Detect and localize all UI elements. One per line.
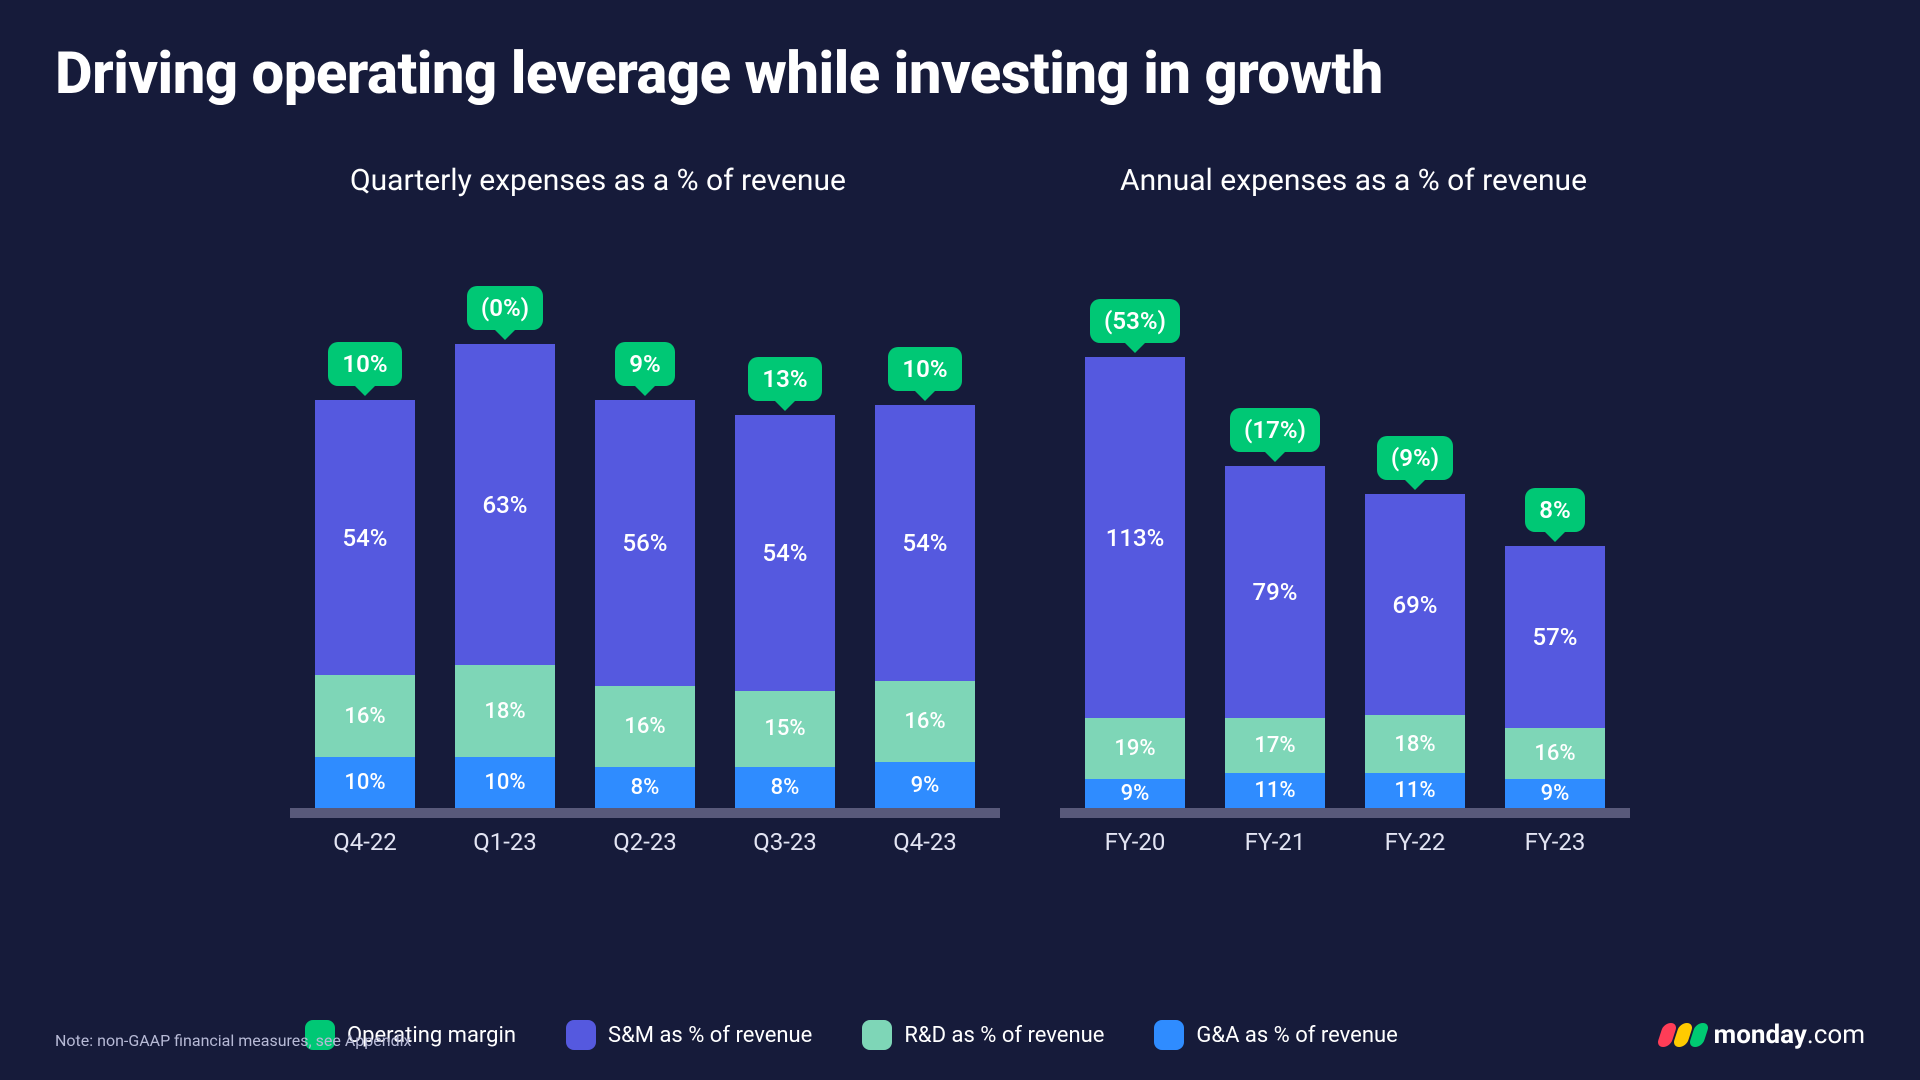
stacked-bar: 56%16%8%: [595, 400, 695, 808]
quarterly-chart-title: Quarterly expenses as a % of revenue: [350, 163, 1000, 198]
bar-segment-ga: 9%: [1505, 779, 1605, 808]
annual-chart: Annual expenses as a % of revenue (53%) 1…: [1060, 163, 1630, 990]
legend-swatch-ga: [1154, 1020, 1184, 1050]
operating-margin-badge: 8%: [1525, 488, 1584, 532]
bar-segment-ga: 9%: [875, 762, 975, 808]
charts-row: Quarterly expenses as a % of revenue 10%…: [55, 163, 1865, 990]
bar-segment-rd: 15%: [735, 691, 835, 768]
legend-label-ga: G&A as % of revenue: [1196, 1023, 1397, 1048]
stacked-bar: 54%16%10%: [315, 400, 415, 808]
axis-label: Q1-23: [445, 828, 565, 856]
bar-segment-ga: 11%: [1225, 773, 1325, 808]
bar-segment-rd: 18%: [1365, 715, 1465, 773]
bar-segment-sm: 54%: [315, 400, 415, 675]
quarterly-chart-area: 10%54%16%10%(0%)63%18%10%9%56%16%8%13%54…: [290, 228, 1000, 818]
axis-label: Q2-23: [585, 828, 705, 856]
bar-segment-rd: 17%: [1225, 718, 1325, 772]
bar-segment-sm: 113%: [1085, 357, 1185, 719]
monday-logo-text: monday: [1714, 1020, 1807, 1050]
legend-label-rd: R&D as % of revenue: [904, 1023, 1104, 1048]
bar-segment-sm: 63%: [455, 344, 555, 665]
bar-segment-rd: 18%: [455, 665, 555, 757]
axis-label: Q4-23: [865, 828, 985, 856]
axis-label: FY-22: [1355, 828, 1475, 856]
operating-margin-badge: (53%): [1090, 299, 1180, 343]
bar-column: (53%) 113%19%9%: [1075, 299, 1195, 808]
bar-column: 8% 57%16%9%: [1495, 488, 1615, 808]
bar-segment-ga: 11%: [1365, 773, 1465, 808]
axis-label: Q3-23: [725, 828, 845, 856]
bar-column: (17%) 79%17%11%: [1215, 408, 1335, 808]
bar-segment-sm: 69%: [1365, 494, 1465, 715]
operating-margin-badge: 9%: [615, 342, 674, 386]
monday-logo: monday.com: [1660, 1020, 1865, 1050]
bar-column: (0%) 63%18%10%: [445, 286, 565, 808]
monday-logo-suffix: .com: [1807, 1020, 1865, 1050]
axis-label: Q4-22: [305, 828, 425, 856]
stacked-bar: 54%15%8%: [735, 415, 835, 808]
legend-swatch-rd: [862, 1020, 892, 1050]
bar-column: 10% 54%16%9%: [865, 347, 985, 808]
annual-axis: FY-20 FY-21 FY-22 FY-23: [1060, 818, 1630, 856]
operating-margin-badge: 10%: [888, 347, 961, 391]
operating-margin-badge: 10%: [328, 342, 401, 386]
stacked-bar: 79%17%11%: [1225, 466, 1325, 808]
bar-segment-ga: 8%: [735, 767, 835, 808]
bar-segment-rd: 16%: [1505, 728, 1605, 779]
legend-swatch-sm: [566, 1020, 596, 1050]
bar-segment-ga: 9%: [1085, 779, 1185, 808]
bar-segment-sm: 54%: [735, 415, 835, 690]
stacked-bar: 54%16%9%: [875, 405, 975, 808]
bar-segment-rd: 16%: [595, 686, 695, 768]
slide-title: Driving operating leverage while investi…: [55, 40, 1865, 108]
bar-segment-sm: 57%: [1505, 546, 1605, 728]
bar-segment-ga: 10%: [455, 757, 555, 808]
legend-rd: R&D as % of revenue: [862, 1020, 1104, 1050]
annual-chart-area: (53%)113%19%9%(17%)79%17%11%(9%)69%18%11…: [1060, 228, 1630, 818]
bar-segment-ga: 8%: [595, 767, 695, 808]
operating-margin-badge: 13%: [748, 357, 821, 401]
bar-column: 10%54%16%10%: [305, 342, 425, 808]
legend-ga: G&A as % of revenue: [1154, 1020, 1397, 1050]
quarterly-axis: Q4-22 Q1-23 Q2-23 Q3-23 Q4-23: [290, 818, 1000, 856]
bar-column: (9%) 69%18%11%: [1355, 436, 1475, 808]
stacked-bar: 113%19%9%: [1085, 357, 1185, 808]
footnote: Note: non-GAAP financial measures, see A…: [55, 1031, 411, 1050]
bar-segment-sm: 79%: [1225, 466, 1325, 719]
operating-margin-badge: (17%): [1230, 408, 1320, 452]
legend-sm: S&M as % of revenue: [566, 1020, 812, 1050]
bar-segment-sm: 56%: [595, 400, 695, 686]
bar-segment-ga: 10%: [315, 757, 415, 808]
bar-segment-rd: 19%: [1085, 718, 1185, 779]
slide: Driving operating leverage while investi…: [0, 0, 1920, 1080]
operating-margin-badge: (9%): [1377, 436, 1453, 480]
axis-label: FY-21: [1215, 828, 1335, 856]
quarterly-chart: Quarterly expenses as a % of revenue 10%…: [290, 163, 1000, 990]
bar-segment-rd: 16%: [315, 675, 415, 757]
axis-label: FY-20: [1075, 828, 1195, 856]
bar-column: 13% 54%15%8%: [725, 357, 845, 808]
legend-label-sm: S&M as % of revenue: [608, 1023, 812, 1048]
stacked-bar: 63%18%10%: [455, 344, 555, 808]
operating-margin-badge: (0%): [467, 286, 543, 330]
axis-label: FY-23: [1495, 828, 1615, 856]
stacked-bar: 69%18%11%: [1365, 494, 1465, 808]
bar-column: 9% 56%16%8%: [585, 342, 705, 808]
legend: Operating margin S&M as % of revenue R&D…: [305, 1020, 1865, 1050]
bar-segment-rd: 16%: [875, 681, 975, 763]
monday-logo-icon: [1660, 1023, 1706, 1047]
stacked-bar: 57%16%9%: [1505, 546, 1605, 808]
bar-segment-sm: 54%: [875, 405, 975, 680]
annual-chart-title: Annual expenses as a % of revenue: [1120, 163, 1630, 198]
